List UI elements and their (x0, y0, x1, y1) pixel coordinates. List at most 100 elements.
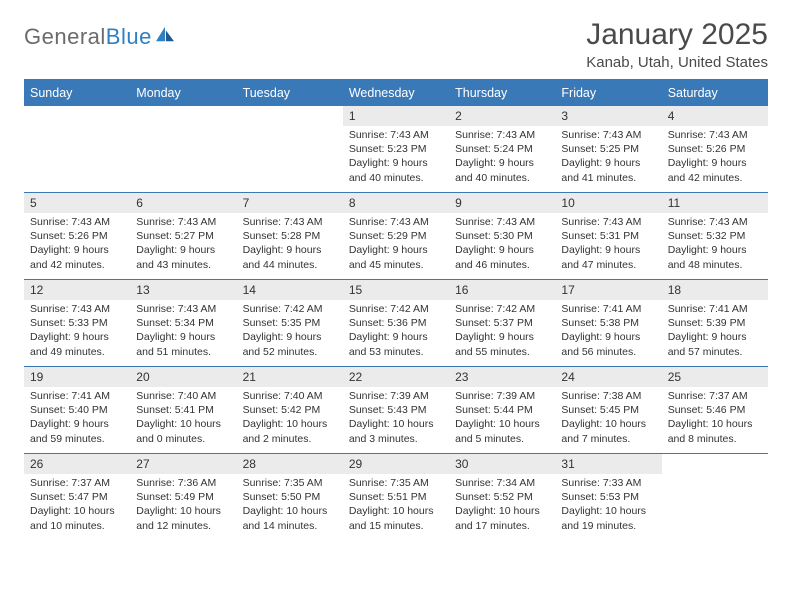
daylight-text: Daylight: 9 hours and 56 minutes. (561, 330, 655, 358)
day-body: Sunrise: 7:38 AMSunset: 5:45 PMDaylight:… (555, 387, 661, 450)
day-body: Sunrise: 7:35 AMSunset: 5:51 PMDaylight:… (343, 474, 449, 537)
sunset-text: Sunset: 5:50 PM (243, 490, 337, 504)
calendar-day-cell: 10Sunrise: 7:43 AMSunset: 5:31 PMDayligh… (555, 193, 661, 280)
calendar-day-cell: 29Sunrise: 7:35 AMSunset: 5:51 PMDayligh… (343, 454, 449, 541)
daylight-text: Daylight: 9 hours and 40 minutes. (349, 156, 443, 184)
day-body: Sunrise: 7:43 AMSunset: 5:28 PMDaylight:… (237, 213, 343, 276)
calendar-day-cell: 23Sunrise: 7:39 AMSunset: 5:44 PMDayligh… (449, 367, 555, 454)
day-body: Sunrise: 7:43 AMSunset: 5:26 PMDaylight:… (24, 213, 130, 276)
day-body: Sunrise: 7:41 AMSunset: 5:38 PMDaylight:… (555, 300, 661, 363)
calendar-day-cell (130, 106, 236, 193)
sunset-text: Sunset: 5:47 PM (30, 490, 124, 504)
calendar-day-cell: 22Sunrise: 7:39 AMSunset: 5:43 PMDayligh… (343, 367, 449, 454)
day-number (24, 106, 130, 126)
daylight-text: Daylight: 9 hours and 41 minutes. (561, 156, 655, 184)
sunrise-text: Sunrise: 7:41 AM (561, 302, 655, 316)
sunset-text: Sunset: 5:52 PM (455, 490, 549, 504)
daylight-text: Daylight: 9 hours and 55 minutes. (455, 330, 549, 358)
daylight-text: Daylight: 9 hours and 46 minutes. (455, 243, 549, 271)
calendar-day-cell: 15Sunrise: 7:42 AMSunset: 5:36 PMDayligh… (343, 280, 449, 367)
day-body: Sunrise: 7:41 AMSunset: 5:40 PMDaylight:… (24, 387, 130, 450)
day-body (662, 474, 768, 480)
day-number (662, 454, 768, 474)
sunrise-text: Sunrise: 7:36 AM (136, 476, 230, 490)
sunrise-text: Sunrise: 7:43 AM (455, 215, 549, 229)
calendar-day-cell: 18Sunrise: 7:41 AMSunset: 5:39 PMDayligh… (662, 280, 768, 367)
day-number: 9 (449, 193, 555, 213)
calendar-day-cell (662, 454, 768, 541)
weekday-header: Saturday (662, 80, 768, 106)
day-body: Sunrise: 7:43 AMSunset: 5:34 PMDaylight:… (130, 300, 236, 363)
calendar-day-cell: 6Sunrise: 7:43 AMSunset: 5:27 PMDaylight… (130, 193, 236, 280)
title-block: January 2025 Kanab, Utah, United States (586, 18, 768, 71)
daylight-text: Daylight: 10 hours and 19 minutes. (561, 504, 655, 532)
day-number: 16 (449, 280, 555, 300)
day-body: Sunrise: 7:43 AMSunset: 5:24 PMDaylight:… (449, 126, 555, 189)
sunrise-text: Sunrise: 7:39 AM (455, 389, 549, 403)
sunrise-text: Sunrise: 7:43 AM (561, 215, 655, 229)
calendar-day-cell: 21Sunrise: 7:40 AMSunset: 5:42 PMDayligh… (237, 367, 343, 454)
weekday-header: Monday (130, 80, 236, 106)
sunset-text: Sunset: 5:43 PM (349, 403, 443, 417)
sunrise-text: Sunrise: 7:38 AM (561, 389, 655, 403)
day-body: Sunrise: 7:37 AMSunset: 5:46 PMDaylight:… (662, 387, 768, 450)
day-body: Sunrise: 7:43 AMSunset: 5:31 PMDaylight:… (555, 213, 661, 276)
sunset-text: Sunset: 5:27 PM (136, 229, 230, 243)
sunset-text: Sunset: 5:24 PM (455, 142, 549, 156)
calendar-day-cell: 14Sunrise: 7:42 AMSunset: 5:35 PMDayligh… (237, 280, 343, 367)
sunrise-text: Sunrise: 7:40 AM (136, 389, 230, 403)
daylight-text: Daylight: 9 hours and 42 minutes. (30, 243, 124, 271)
day-body: Sunrise: 7:35 AMSunset: 5:50 PMDaylight:… (237, 474, 343, 537)
day-number: 18 (662, 280, 768, 300)
sunset-text: Sunset: 5:44 PM (455, 403, 549, 417)
header: GeneralBlue January 2025 Kanab, Utah, Un… (24, 18, 768, 71)
day-number: 20 (130, 367, 236, 387)
day-number: 29 (343, 454, 449, 474)
calendar-day-cell (237, 106, 343, 193)
daylight-text: Daylight: 9 hours and 57 minutes. (668, 330, 762, 358)
sunset-text: Sunset: 5:32 PM (668, 229, 762, 243)
day-body: Sunrise: 7:37 AMSunset: 5:47 PMDaylight:… (24, 474, 130, 537)
sunrise-text: Sunrise: 7:43 AM (349, 128, 443, 142)
daylight-text: Daylight: 9 hours and 53 minutes. (349, 330, 443, 358)
day-number: 13 (130, 280, 236, 300)
sunrise-text: Sunrise: 7:37 AM (668, 389, 762, 403)
day-number: 28 (237, 454, 343, 474)
sunset-text: Sunset: 5:51 PM (349, 490, 443, 504)
daylight-text: Daylight: 9 hours and 52 minutes. (243, 330, 337, 358)
sunset-text: Sunset: 5:28 PM (243, 229, 337, 243)
daylight-text: Daylight: 9 hours and 40 minutes. (455, 156, 549, 184)
daylight-text: Daylight: 9 hours and 51 minutes. (136, 330, 230, 358)
day-number: 23 (449, 367, 555, 387)
sunrise-text: Sunrise: 7:43 AM (136, 302, 230, 316)
sunrise-text: Sunrise: 7:41 AM (668, 302, 762, 316)
weekday-header: Tuesday (237, 80, 343, 106)
day-number: 1 (343, 106, 449, 126)
daylight-text: Daylight: 10 hours and 0 minutes. (136, 417, 230, 445)
sunset-text: Sunset: 5:23 PM (349, 142, 443, 156)
day-number: 14 (237, 280, 343, 300)
day-body: Sunrise: 7:34 AMSunset: 5:52 PMDaylight:… (449, 474, 555, 537)
logo: GeneralBlue (24, 24, 176, 50)
sunset-text: Sunset: 5:33 PM (30, 316, 124, 330)
sunrise-text: Sunrise: 7:43 AM (668, 128, 762, 142)
daylight-text: Daylight: 9 hours and 45 minutes. (349, 243, 443, 271)
calendar-day-cell: 1 Sunrise: 7:43 AMSunset: 5:23 PMDaylight… (343, 106, 449, 193)
day-body: Sunrise: 7:40 AMSunset: 5:42 PMDaylight:… (237, 387, 343, 450)
sunrise-text: Sunrise: 7:39 AM (349, 389, 443, 403)
day-number: 7 (237, 193, 343, 213)
calendar-day-cell: 2Sunrise: 7:43 AMSunset: 5:24 PMDaylight… (449, 106, 555, 193)
daylight-text: Daylight: 10 hours and 3 minutes. (349, 417, 443, 445)
logo-text-1: General (24, 24, 106, 49)
sunset-text: Sunset: 5:26 PM (668, 142, 762, 156)
logo-text: GeneralBlue (24, 24, 152, 50)
day-number (130, 106, 236, 126)
daylight-text: Daylight: 9 hours and 47 minutes. (561, 243, 655, 271)
weekday-header: Thursday (449, 80, 555, 106)
sunset-text: Sunset: 5:38 PM (561, 316, 655, 330)
daylight-text: Daylight: 9 hours and 59 minutes. (30, 417, 124, 445)
day-body: Sunrise: 7:42 AMSunset: 5:37 PMDaylight:… (449, 300, 555, 363)
calendar-day-cell: 20Sunrise: 7:40 AMSunset: 5:41 PMDayligh… (130, 367, 236, 454)
sunset-text: Sunset: 5:29 PM (349, 229, 443, 243)
day-body: Sunrise: 7:40 AMSunset: 5:41 PMDaylight:… (130, 387, 236, 450)
